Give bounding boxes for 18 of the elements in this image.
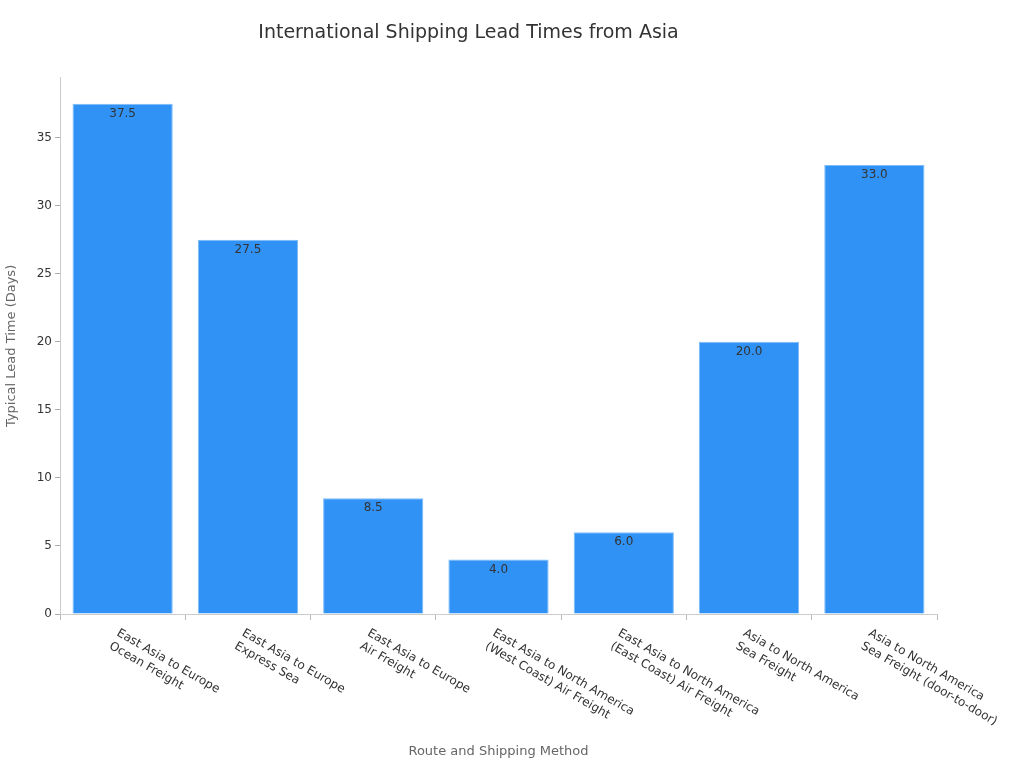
data-label: 37.5: [109, 105, 136, 120]
data-label: 4.0: [488, 561, 509, 576]
y-tick-label: 35: [36, 129, 52, 144]
data-label: 33.0: [861, 167, 888, 182]
y-tick-label: 20: [36, 333, 52, 348]
y-tick-label: 5: [44, 538, 52, 553]
y-tick-label: 15: [36, 401, 52, 416]
y-tick-label: 0: [44, 606, 52, 621]
data-label: 6.0: [614, 534, 634, 549]
x-axis-title: Route and Shipping Method: [408, 742, 589, 758]
y-axis-title: Typical Lead Time (Days): [3, 264, 19, 429]
y-tick-label: 30: [36, 197, 52, 212]
y-tick-label: 25: [36, 265, 52, 280]
y-tick-label: 10: [36, 470, 52, 485]
data-label: 8.5: [363, 500, 383, 515]
data-label: 20.0: [735, 343, 763, 358]
chart-title: International Shipping Lead Times from Asia: [258, 20, 679, 43]
data-label: 27.5: [234, 241, 262, 256]
